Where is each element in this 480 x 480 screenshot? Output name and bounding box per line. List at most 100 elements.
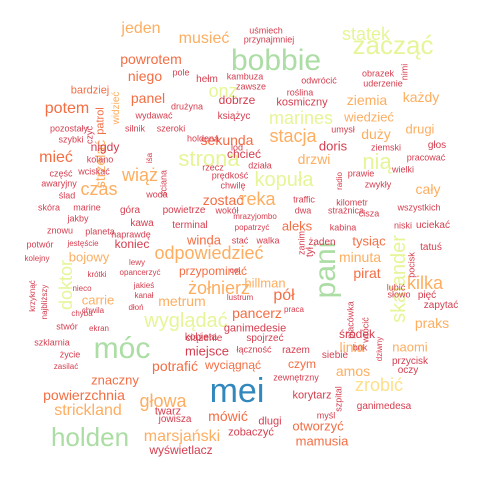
word: życie xyxy=(59,349,81,360)
word: drugi xyxy=(405,121,435,137)
word: kosmiczny xyxy=(276,96,328,109)
word: silnik xyxy=(124,123,146,134)
word: opancerzyć xyxy=(119,268,161,277)
word: koniec xyxy=(114,237,150,251)
word: szpital xyxy=(333,386,344,412)
word: strona xyxy=(178,146,240,171)
word: wyciągnąć xyxy=(204,358,262,372)
word: chcieć xyxy=(226,147,262,161)
word: strickland xyxy=(54,402,122,419)
word: chyba xyxy=(71,309,93,318)
word: obrazek xyxy=(361,68,395,79)
word: umysł xyxy=(331,124,355,135)
word: cały xyxy=(415,181,441,197)
word: popatrzyć xyxy=(234,223,270,232)
word: szeroki xyxy=(156,123,186,134)
word: wszystkich xyxy=(397,202,441,213)
word: wokół xyxy=(215,205,239,216)
word: kilometr xyxy=(336,197,368,208)
word: słowo xyxy=(387,289,411,300)
word: wyświetlacz xyxy=(149,443,213,457)
word: chwila xyxy=(81,306,105,315)
word: pocisk xyxy=(406,252,417,278)
word: krótki xyxy=(87,270,107,279)
word: móc xyxy=(93,332,151,365)
word: nią xyxy=(362,149,392,174)
word: iśa xyxy=(145,152,154,164)
word: książyc xyxy=(217,111,251,122)
word: praca xyxy=(283,305,305,314)
word: otworzyć xyxy=(292,418,344,434)
word: statek xyxy=(341,24,391,44)
word: każdy xyxy=(402,89,440,105)
word: wyglądać xyxy=(144,310,228,332)
word: mówić xyxy=(208,408,248,424)
word: czym xyxy=(288,357,316,371)
word: mei xyxy=(209,372,265,410)
word: dziwny xyxy=(375,336,384,362)
word: myśl xyxy=(316,410,336,421)
word: widzieć xyxy=(111,91,122,125)
word: potem xyxy=(44,100,90,117)
word: zewnętrzny xyxy=(273,372,319,383)
word: bobbie xyxy=(230,44,322,77)
word: terminal xyxy=(172,220,208,231)
word: carrie xyxy=(81,292,115,308)
word: woda xyxy=(146,189,168,200)
word: tył xyxy=(305,247,316,257)
word: oczy xyxy=(397,365,419,376)
word: cel xyxy=(229,266,241,275)
word: ślad xyxy=(58,190,76,201)
word: strażnica xyxy=(327,205,365,216)
word: krzyknąć xyxy=(28,280,37,312)
word: ziemia xyxy=(346,92,388,108)
word: drużyna xyxy=(170,101,204,112)
word: holdena xyxy=(186,133,220,144)
word: działa xyxy=(248,160,272,171)
word: skóra xyxy=(37,202,61,213)
word: przypominać xyxy=(178,264,248,278)
word: hełm xyxy=(196,74,218,85)
word: chwilę xyxy=(220,180,246,191)
word: amos xyxy=(335,363,371,379)
word: dobrze xyxy=(218,93,256,107)
word: sekunda xyxy=(200,132,254,148)
word: miejsce xyxy=(184,343,230,359)
word: panel xyxy=(130,90,166,106)
word: wrócić xyxy=(360,317,371,343)
word: cisza xyxy=(358,208,380,219)
word: bardziej xyxy=(70,84,110,97)
word: reka xyxy=(240,189,276,209)
word: kobieta xyxy=(184,332,218,343)
word: drzwi xyxy=(297,151,331,167)
word: spojrzeć xyxy=(246,333,284,344)
word: stwór xyxy=(56,321,78,332)
word: awaryjny xyxy=(41,178,77,189)
word: twarz xyxy=(154,405,182,418)
word: łączność xyxy=(236,344,272,355)
word: jeden xyxy=(121,20,161,37)
word: rzecz xyxy=(202,162,224,173)
word: góra xyxy=(119,205,141,216)
word: traffic xyxy=(293,194,315,205)
word: siebie xyxy=(321,350,349,361)
word: patrol xyxy=(94,107,107,135)
word: powrotem xyxy=(120,51,182,67)
word: zapytać xyxy=(423,300,459,311)
word: szklarnia xyxy=(34,337,70,348)
word: ganimedesa xyxy=(356,401,412,412)
word: winda xyxy=(187,232,221,248)
word: dłoń xyxy=(128,303,144,312)
word: prawie xyxy=(347,168,375,179)
word: lod xyxy=(230,142,244,153)
word: żaden xyxy=(308,237,336,248)
word: uśmiech xyxy=(249,25,283,36)
word: kawa xyxy=(130,218,154,229)
word: walka xyxy=(256,235,280,246)
word: wielki xyxy=(391,164,415,175)
word: żołnierz xyxy=(187,278,251,298)
word: naomi xyxy=(392,339,428,355)
word: mrazyjombo xyxy=(233,212,277,221)
word: hillman xyxy=(244,275,286,291)
